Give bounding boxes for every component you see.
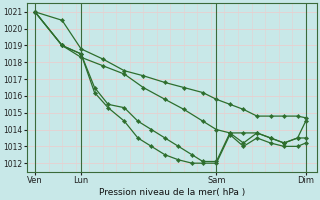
X-axis label: Pression niveau de la mer( hPa ): Pression niveau de la mer( hPa ) [99, 188, 245, 197]
